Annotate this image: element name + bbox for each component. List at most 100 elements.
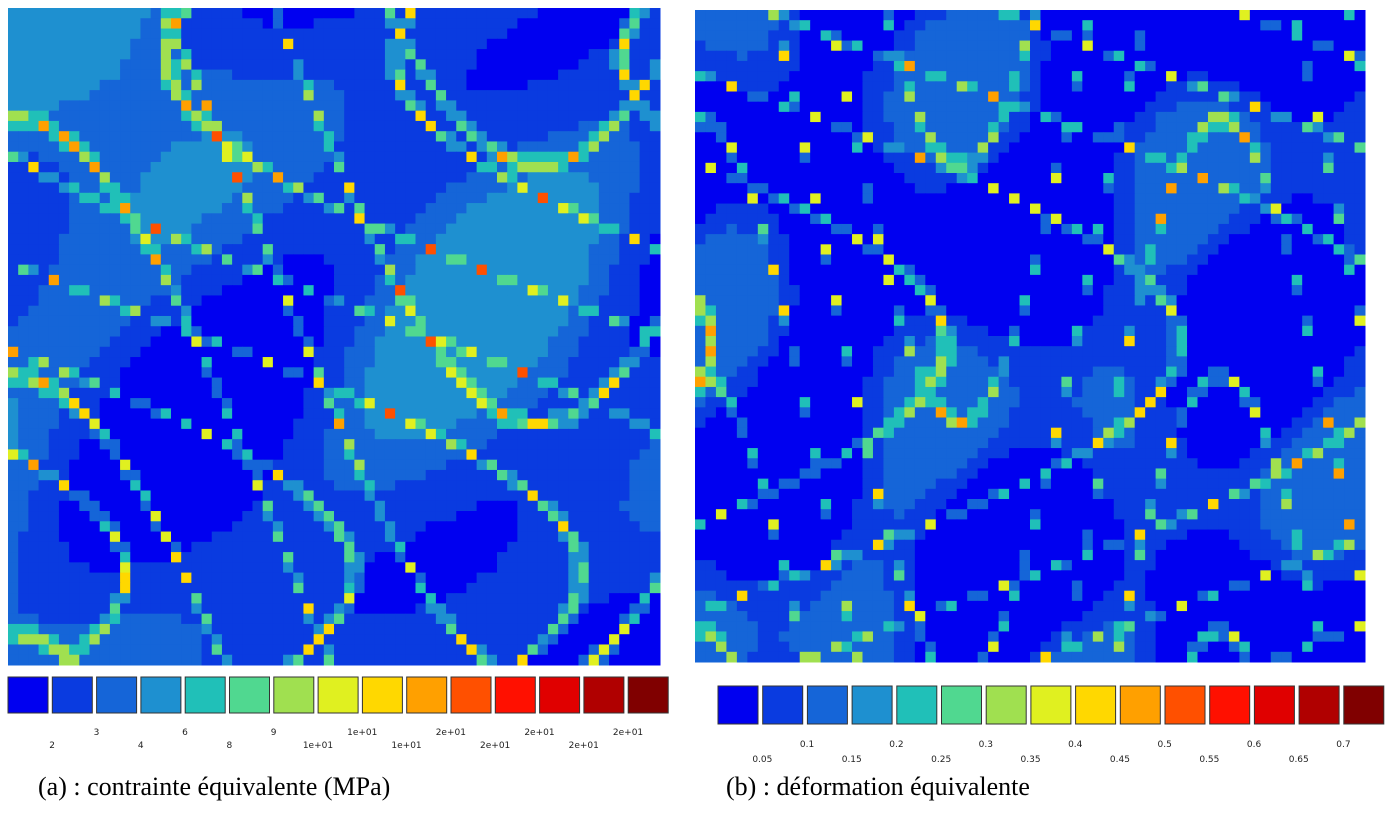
cell — [747, 122, 759, 133]
cell — [364, 192, 376, 204]
cell — [831, 71, 843, 82]
cell — [181, 439, 192, 450]
cell — [435, 285, 447, 296]
cell — [629, 552, 641, 563]
cell — [181, 110, 192, 122]
cell — [150, 490, 162, 502]
cell — [715, 50, 727, 62]
cell — [303, 28, 315, 40]
cell — [768, 122, 780, 133]
cell — [69, 79, 80, 91]
cell — [568, 346, 579, 358]
cell — [283, 213, 294, 225]
cell — [558, 203, 569, 214]
cell — [1082, 50, 1094, 62]
cell — [405, 254, 416, 266]
cell — [405, 315, 416, 327]
cell — [99, 223, 111, 235]
cell — [1323, 122, 1335, 133]
cell — [1302, 122, 1314, 133]
cell — [221, 49, 233, 60]
cell — [28, 274, 40, 286]
cell — [537, 264, 549, 276]
cell — [1092, 71, 1104, 82]
cell — [191, 500, 203, 512]
cell — [262, 69, 274, 81]
cell — [476, 213, 488, 225]
cell — [507, 49, 518, 60]
cell — [313, 439, 325, 450]
cell — [558, 613, 569, 625]
cell — [242, 254, 253, 266]
cell — [120, 161, 131, 173]
cell — [841, 50, 853, 62]
cell — [649, 141, 661, 153]
cell — [1281, 91, 1293, 103]
cell — [456, 418, 467, 430]
cell — [48, 151, 60, 163]
cell — [120, 552, 131, 563]
cell — [476, 418, 488, 430]
cell — [58, 305, 70, 317]
cell — [639, 623, 651, 635]
cell — [79, 90, 90, 101]
cell — [8, 387, 19, 399]
cell — [140, 79, 152, 91]
cell — [262, 418, 274, 430]
cell — [578, 38, 590, 50]
cell — [99, 603, 111, 615]
cell — [89, 531, 101, 543]
cell — [527, 469, 539, 481]
cell — [191, 233, 203, 245]
cell — [537, 151, 549, 163]
cell — [639, 213, 651, 225]
cell — [242, 603, 253, 615]
cell — [1207, 40, 1219, 52]
cell — [415, 603, 427, 615]
cell — [18, 264, 29, 276]
cell — [568, 603, 579, 615]
cell — [344, 593, 355, 604]
cell — [221, 367, 233, 379]
cell — [344, 346, 355, 358]
cell — [58, 326, 70, 337]
cell — [395, 274, 406, 286]
cell — [58, 367, 70, 379]
cell — [120, 172, 131, 184]
cell — [820, 111, 832, 123]
cell — [568, 8, 579, 19]
cell — [649, 644, 661, 656]
cell — [354, 110, 366, 122]
cell — [354, 357, 366, 368]
cell — [395, 572, 406, 584]
cell — [171, 531, 182, 543]
cell — [232, 295, 243, 307]
cell — [58, 336, 70, 348]
cell — [272, 326, 284, 337]
cell — [354, 398, 366, 409]
cell — [191, 387, 203, 399]
cell — [1207, 10, 1219, 21]
cell — [639, 223, 651, 235]
cell — [140, 326, 152, 337]
cell — [405, 141, 416, 153]
cell — [517, 531, 529, 543]
cell — [1145, 20, 1157, 31]
cell — [507, 511, 518, 522]
cell — [89, 151, 101, 163]
cell — [456, 449, 467, 461]
cell — [456, 264, 467, 276]
cell — [191, 644, 203, 656]
cell — [89, 511, 101, 522]
cell — [425, 110, 437, 122]
cell — [1344, 91, 1356, 103]
cell — [252, 654, 264, 666]
cell — [354, 100, 366, 112]
cell — [120, 408, 131, 420]
cell — [486, 582, 498, 594]
cell — [649, 38, 661, 50]
cell — [364, 161, 376, 173]
cell — [1218, 60, 1230, 72]
cell — [150, 172, 162, 184]
cell — [48, 469, 60, 481]
